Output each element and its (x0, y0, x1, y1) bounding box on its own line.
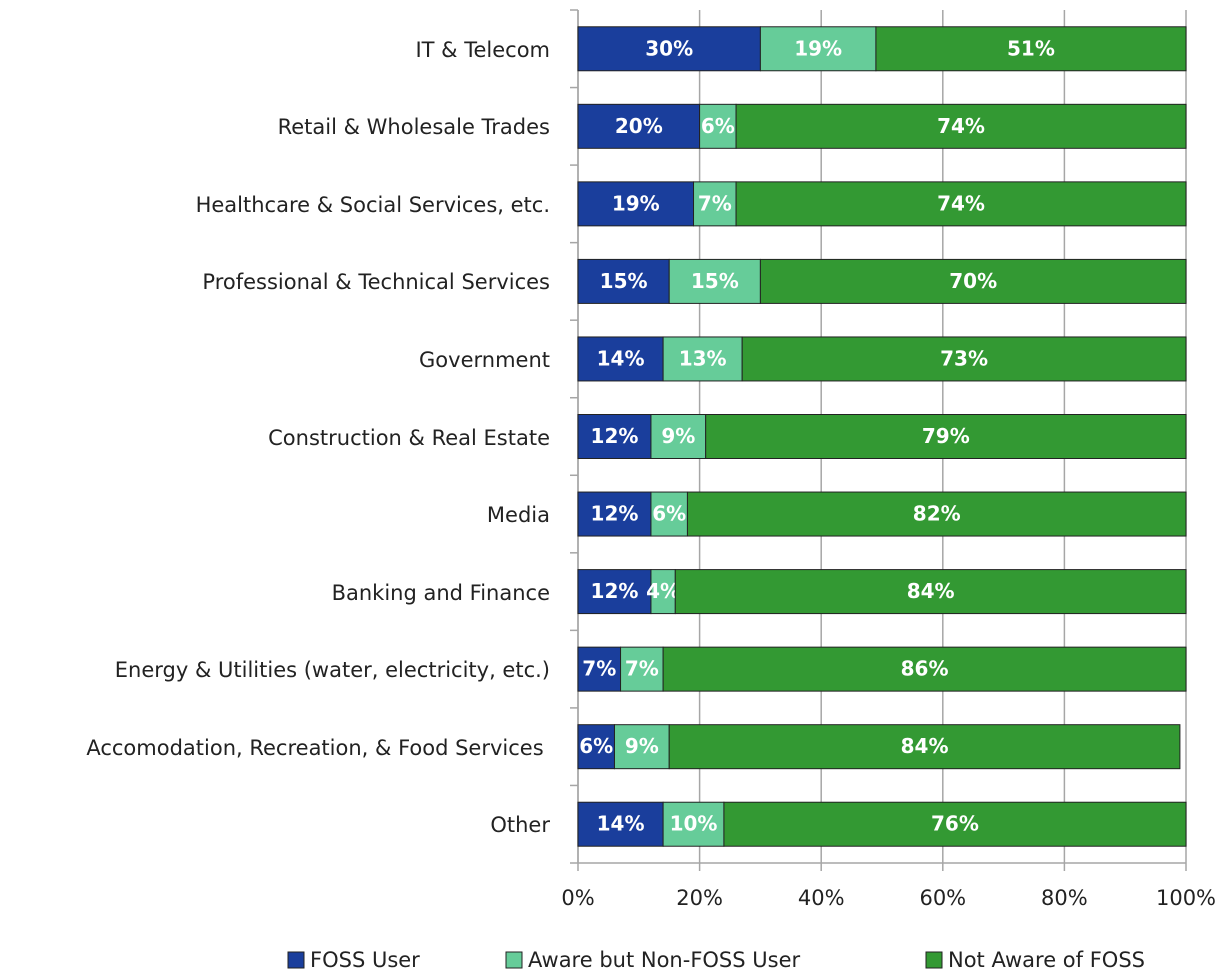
bar-segment (759, 258, 1187, 304)
category-label: Accomodation, Recreation, & Food Service… (86, 735, 544, 760)
value-label: 12% (591, 424, 639, 448)
value-label: 14% (597, 346, 645, 370)
value-label: 7% (582, 657, 616, 681)
value-label: 9% (661, 424, 695, 448)
bar-segment (686, 491, 1187, 537)
bar-segment (735, 103, 1187, 149)
value-label: 7% (625, 657, 659, 681)
category-label: Construction & Real Estate (268, 425, 550, 450)
value-label: 6% (579, 734, 613, 758)
value-label: 84% (907, 579, 955, 603)
bar-segment (620, 646, 664, 692)
value-label: 86% (901, 657, 949, 681)
bar-segment (577, 801, 664, 847)
x-tick-label: 0% (561, 886, 594, 910)
x-tick-label: 80% (1041, 886, 1088, 910)
bar-segment (759, 26, 877, 72)
value-label: 6% (652, 502, 686, 526)
bar-segment (577, 103, 701, 149)
value-label: 19% (612, 191, 660, 215)
value-label: 12% (591, 579, 639, 603)
legend-label: FOSS User (310, 948, 420, 972)
bar-segment (668, 724, 1181, 770)
bar-segment (613, 724, 670, 770)
bar-segment (705, 414, 1187, 459)
value-label: 20% (615, 114, 663, 138)
value-label: 13% (679, 346, 727, 370)
x-tick-label: 20% (676, 886, 723, 910)
bar-segment (650, 414, 707, 459)
category-label: Healthcare & Social Services, etc. (195, 192, 550, 217)
value-label: 70% (949, 269, 997, 293)
bar-segment (662, 646, 1187, 692)
bar-segment (577, 646, 622, 692)
value-label: 79% (922, 424, 970, 448)
category-label: Retail & Wholesale Trades (277, 115, 550, 140)
bar-segment (723, 801, 1187, 847)
category-label: Government (419, 347, 550, 372)
value-label: 7% (698, 191, 732, 215)
legend-label: Aware but Non-FOSS User (528, 948, 800, 972)
bar-segment (668, 258, 761, 304)
category-label: Professional & Technical Services (202, 270, 550, 295)
legend-swatch (505, 951, 523, 969)
value-label: 76% (931, 812, 979, 836)
category-label: Banking and Finance (331, 580, 550, 605)
value-label: 73% (940, 346, 988, 370)
bar-segment (577, 724, 615, 770)
legend-label: Not Aware of FOSS (948, 948, 1145, 972)
value-label: 19% (794, 36, 842, 60)
category-label: Energy & Utilities (water, electricity, … (114, 658, 550, 683)
category-label: Other (490, 813, 550, 838)
value-label: 10% (670, 812, 718, 836)
value-label: 15% (691, 269, 739, 293)
legend-swatch (925, 951, 943, 969)
value-label: 74% (937, 191, 985, 215)
bar-segment (875, 26, 1187, 72)
value-label: 74% (937, 114, 985, 138)
value-label: 15% (600, 269, 648, 293)
bar-segment (735, 181, 1187, 227)
bar-segment (577, 414, 652, 459)
x-tick-label: 100% (1156, 886, 1216, 910)
value-label: 9% (625, 734, 659, 758)
category-label: IT & Telecom (415, 37, 550, 62)
bar-segment (674, 569, 1187, 615)
category-label: Media (486, 503, 550, 528)
legend-swatch (287, 951, 305, 969)
bar-segment (741, 336, 1187, 382)
bar-segment (650, 491, 688, 537)
bar-segment (662, 336, 743, 382)
value-label: 14% (597, 812, 645, 836)
x-tick-label: 60% (919, 886, 966, 910)
bar-segment (662, 801, 725, 847)
value-label: 4% (646, 579, 680, 603)
value-label: 82% (913, 502, 961, 526)
value-label: 51% (1007, 36, 1055, 60)
value-label: 30% (645, 36, 693, 60)
bar-segment (699, 103, 737, 149)
value-label: 84% (901, 734, 949, 758)
value-label: 6% (701, 114, 735, 138)
value-label: 12% (591, 502, 639, 526)
x-tick-label: 40% (798, 886, 845, 910)
